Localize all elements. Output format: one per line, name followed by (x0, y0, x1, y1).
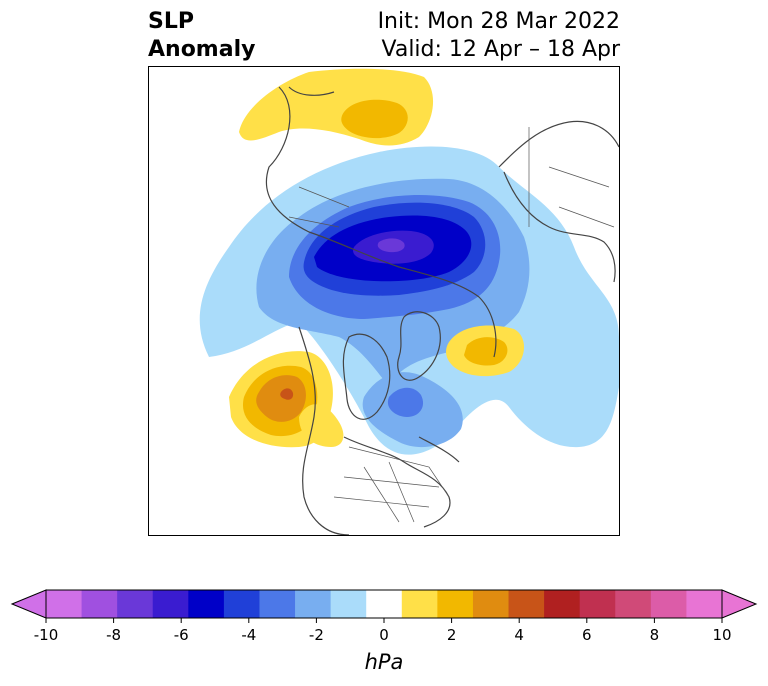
colorbar-segment (188, 590, 225, 618)
title-variable-sub: Anomaly (148, 37, 256, 62)
colorbar-tick-label: -8 (106, 626, 121, 644)
coastlines (265, 86, 619, 535)
colorbar-tick-label: -2 (309, 626, 324, 644)
colorbar-segment (401, 590, 438, 618)
colorbar-ticks: -10 -8 -6 -4 -2 0 2 4 6 8 10 (34, 618, 732, 644)
colorbar-segment (686, 590, 723, 618)
colorbar-unit-label: hPa (364, 650, 404, 674)
colorbar-tick-label: 4 (514, 626, 524, 644)
anomaly-map (199, 68, 619, 535)
colorbar-extend-over (721, 589, 758, 619)
colorbar-tick-label: 8 (650, 626, 660, 644)
contour-pos-pacific-3 (256, 375, 306, 422)
colorbar-segment (437, 590, 474, 618)
colorbar-tick-label: -4 (241, 626, 256, 644)
colorbar-segment (615, 590, 652, 618)
colorbar-segment (117, 590, 154, 618)
colorbar-extend-under (10, 589, 47, 619)
colorbar-tick-label: 2 (447, 626, 457, 644)
valid-range: Valid: 12 Apr – 18 Apr (381, 37, 621, 62)
title-right: Init: Mon 28 Mar 2022 Valid: 12 Apr – 18… (378, 8, 620, 64)
map-panel (148, 66, 620, 536)
colorbar-segment (544, 590, 581, 618)
contour-pos-europe-2 (341, 99, 408, 139)
contour-pos-europe (239, 68, 434, 146)
colorbar-segment (81, 590, 118, 618)
colorbar-segment (330, 590, 367, 618)
contour-neg-7 (377, 238, 405, 253)
country-borders (288, 127, 615, 523)
colorbar-segment (650, 590, 687, 618)
colorbar-segment (295, 590, 332, 618)
colorbar-segments (10, 589, 758, 619)
colorbar-segment (472, 590, 510, 618)
colorbar-tick-label: 6 (582, 626, 592, 644)
contour-neg-canada-inner (387, 387, 424, 417)
colorbar-segment (152, 590, 189, 618)
colorbar-segment (259, 590, 296, 618)
colorbar-tick-label: -6 (174, 626, 189, 644)
colorbar: -10 -8 -6 -4 -2 0 2 4 6 8 10 (10, 589, 758, 644)
colorbar-segment (46, 590, 83, 618)
colorbar-tick-label: 0 (379, 626, 389, 644)
colorbar-tick-label: 10 (712, 626, 731, 644)
contour-pos-atlantic-2 (464, 337, 508, 366)
title-left: SLP Anomaly (148, 8, 255, 64)
colorbar-tick-label: -10 (34, 626, 59, 644)
contour-pos-pacific-4 (280, 388, 294, 400)
colorbar-segment (508, 590, 545, 618)
colorbar-segment (579, 590, 616, 618)
colorbar-segment (366, 590, 403, 618)
colorbar-segment (223, 590, 260, 618)
init-date: Init: Mon 28 Mar 2022 (377, 9, 620, 34)
title-variable: SLP (148, 9, 194, 34)
